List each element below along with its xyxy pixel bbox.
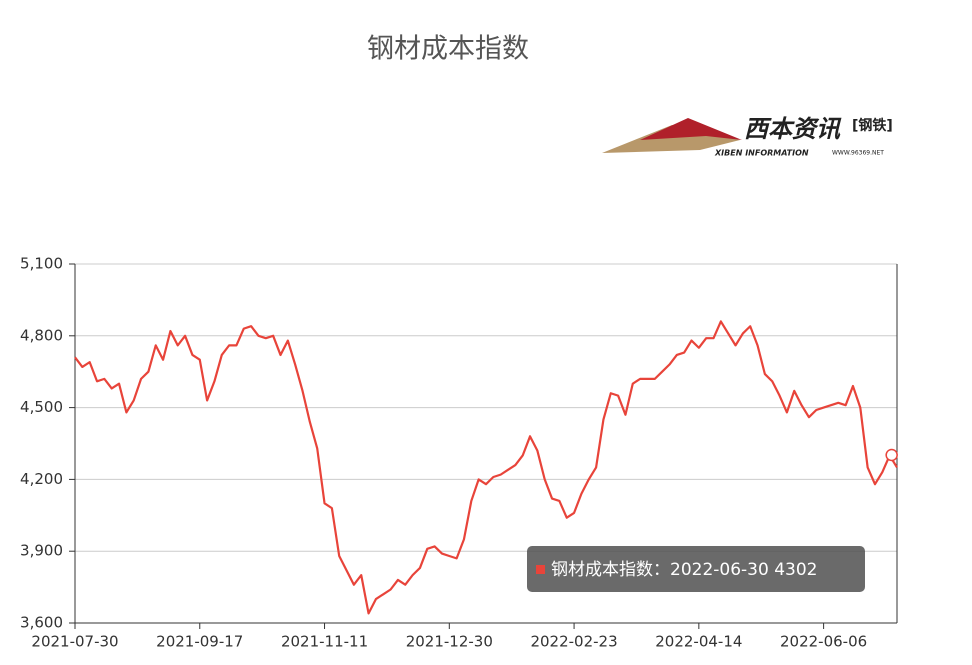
tooltip-text: 钢材成本指数：2022-06-30 4302	[551, 560, 817, 580]
y-tick-label: 4,500	[20, 398, 63, 416]
logo: 西本资讯 [钢铁] XIBEN INFORMATION WWW.96369.NE…	[602, 115, 893, 158]
y-tick-label: 5,100	[20, 255, 63, 273]
hover-point	[885, 448, 898, 462]
data-line	[74, 320, 898, 615]
x-tick-label: 2021-09-17	[156, 633, 243, 651]
logo-shape	[640, 118, 742, 140]
tooltip: 钢材成本指数：2022-06-30 4302	[527, 546, 865, 592]
tooltip-swatch	[536, 565, 545, 574]
y-tick-label: 4,200	[20, 470, 63, 488]
y-tick-label: 3,600	[20, 614, 63, 632]
tooltip-box	[527, 546, 865, 592]
x-tick-label: 2022-02-23	[530, 633, 617, 651]
logo-brand: 西本资讯	[744, 115, 842, 143]
x-tick-label: 2021-12-30	[406, 633, 493, 651]
x-tick-label: 2021-11-11	[281, 633, 368, 651]
x-tick-label: 2022-04-14	[655, 633, 742, 651]
x-tick-label: 2021-07-30	[31, 633, 118, 651]
x-tick-label: 2022-06-06	[780, 633, 867, 651]
logo-sub: XIBEN INFORMATION	[714, 149, 809, 158]
logo-site: WWW.96369.NET	[832, 150, 884, 157]
chart-title: 钢材成本指数	[367, 34, 529, 65]
logo-tag: [钢铁]	[852, 117, 893, 134]
y-tick-label: 3,900	[20, 542, 63, 560]
y-tick-label: 4,800	[20, 326, 63, 344]
logo-shape	[602, 125, 740, 153]
